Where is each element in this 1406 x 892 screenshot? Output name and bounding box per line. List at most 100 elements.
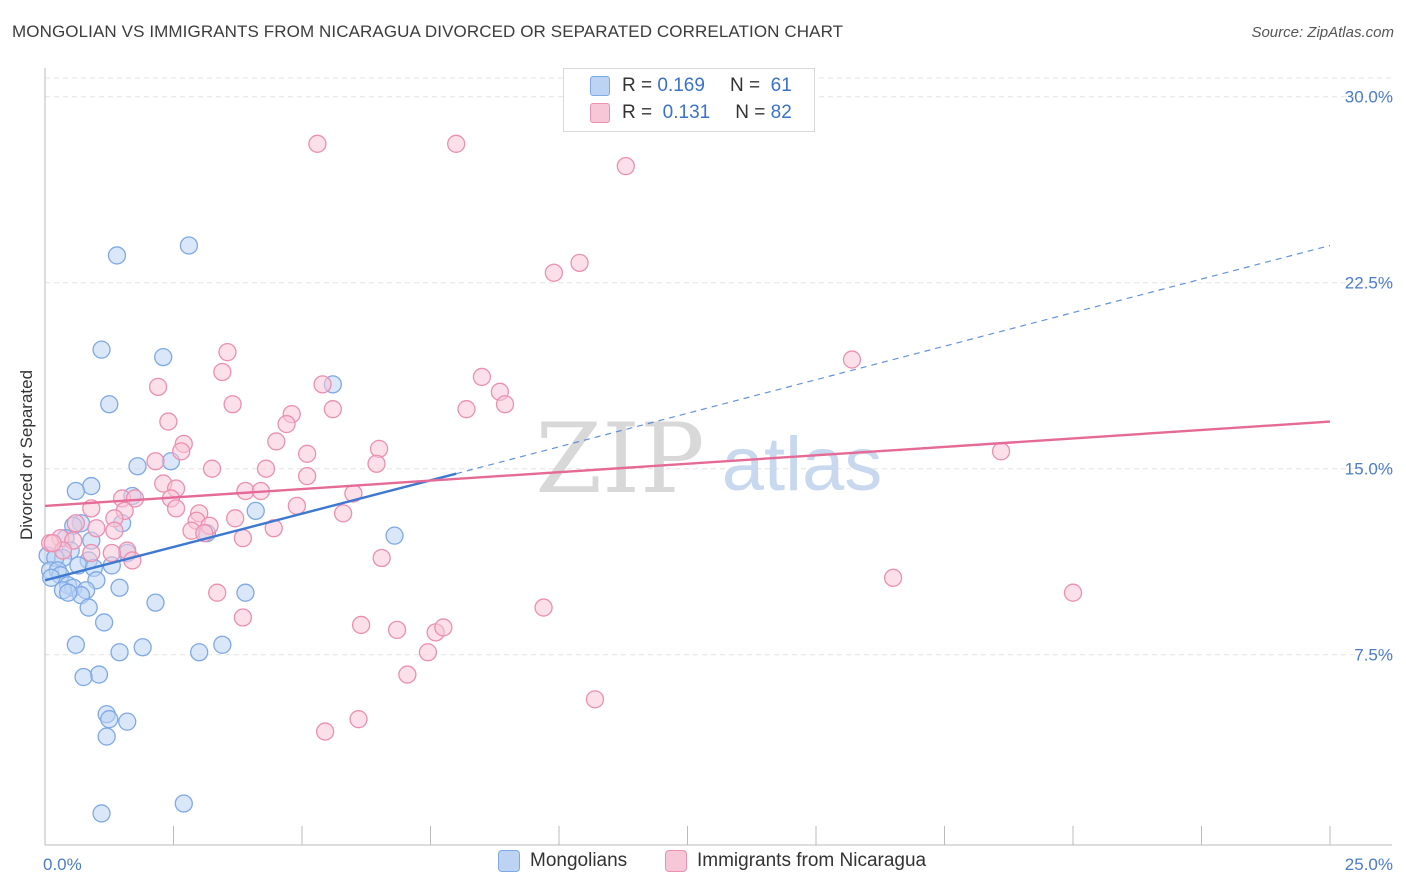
data-point — [616, 156, 635, 176]
legend-r-value: 0.131 — [662, 102, 711, 123]
chart-title: MONGOLIAN VS IMMIGRANTS FROM NICARAGUA D… — [12, 22, 844, 41]
watermark-zip: ZIP — [535, 403, 704, 515]
data-point — [92, 340, 111, 359]
legend-n-value: 82 — [770, 102, 792, 123]
data-point — [385, 526, 404, 545]
data-point — [146, 593, 165, 612]
trendline-dashed — [456, 244, 1331, 475]
data-point — [208, 583, 227, 602]
data-point — [172, 442, 191, 461]
data-point — [107, 246, 127, 265]
data-point — [82, 543, 101, 563]
bottom-legend-nicaragua: Immigrants from Nicaragua — [665, 850, 926, 872]
data-point — [190, 643, 209, 662]
bottom-legend: Mongolians Immigrants from Nicaragua — [0, 850, 1406, 878]
data-point — [226, 509, 245, 528]
data-point — [308, 134, 327, 153]
watermark: ZIP atlas — [535, 403, 882, 515]
legend-n-label: N = — [729, 75, 761, 96]
y-tick-label: 7.5% — [1354, 646, 1393, 665]
data-point — [1063, 583, 1083, 602]
data-point — [351, 615, 371, 635]
data-point — [100, 710, 119, 729]
data-point — [94, 613, 114, 632]
data-point — [154, 347, 173, 367]
data-point — [148, 377, 168, 397]
data-point — [315, 722, 335, 741]
data-point — [223, 395, 242, 414]
data-point — [544, 263, 564, 282]
bottom-legend-label: Mongolians — [530, 850, 628, 871]
legend-swatch-nicaragua — [590, 103, 610, 123]
trendline-solid — [44, 472, 457, 582]
data-point — [277, 414, 296, 434]
data-point — [213, 362, 232, 382]
data-point — [495, 395, 515, 414]
y-tick-label: 30.0% — [1345, 88, 1393, 107]
data-point — [202, 459, 222, 478]
data-point — [43, 533, 62, 553]
data-point — [313, 375, 332, 394]
watermark-atlas: atlas — [722, 422, 883, 507]
data-point — [218, 342, 237, 362]
data-point — [74, 667, 93, 687]
data-point — [434, 618, 453, 637]
data-point — [110, 578, 129, 597]
bottom-legend-swatch-mongolians — [498, 850, 520, 872]
chart-source: Source: ZipAtlas.com — [1251, 24, 1394, 41]
data-point — [118, 712, 137, 731]
data-point — [102, 543, 121, 563]
axes — [44, 68, 1392, 846]
data-point — [842, 350, 862, 369]
data-point — [233, 528, 253, 548]
data-point — [323, 400, 342, 419]
data-point — [110, 643, 129, 662]
data-point — [991, 442, 1011, 461]
data-point — [66, 635, 85, 654]
data-point — [883, 568, 903, 587]
data-point — [166, 499, 186, 518]
gridlines — [45, 77, 1392, 656]
data-point — [82, 476, 101, 496]
series-nicaragua — [40, 134, 1083, 741]
legend-swatch-mongolians — [590, 76, 610, 96]
data-point — [159, 412, 178, 431]
data-point — [128, 457, 147, 476]
trendlines — [44, 244, 1331, 582]
data-point — [457, 400, 476, 419]
y-axis-label: Divorced or Separated — [17, 370, 36, 540]
y-tick-label: 15.0% — [1345, 460, 1393, 479]
data-point — [236, 481, 255, 501]
data-point — [287, 496, 307, 516]
legend-r-label: R = — [622, 75, 653, 96]
data-point — [398, 665, 417, 684]
data-point — [372, 548, 391, 568]
data-point — [179, 236, 199, 255]
data-point — [333, 504, 353, 523]
data-point — [174, 794, 193, 813]
data-point — [369, 439, 389, 459]
data-point — [133, 638, 152, 657]
data-point — [100, 395, 119, 414]
legend-n-value: 61 — [770, 75, 792, 96]
legend-item-mongolians: R = 0.169 N = 61 — [590, 74, 792, 98]
data-point — [264, 519, 283, 538]
data-point — [418, 643, 438, 662]
data-point — [146, 452, 165, 471]
data-point — [267, 432, 286, 451]
data-point — [89, 665, 109, 684]
data-point — [66, 514, 85, 533]
x-tick-label: 25.0% — [1345, 855, 1393, 874]
bottom-legend-swatch-nicaragua — [665, 850, 687, 872]
data-point — [105, 521, 124, 540]
data-point — [92, 804, 111, 823]
legend-r-value: 0.169 — [657, 75, 705, 96]
data-point — [123, 551, 142, 570]
tick-labels: 7.5% 15.0% 22.5% 30.0% 0.0% 25.0% — [43, 88, 1393, 874]
data-point — [246, 501, 265, 521]
data-point — [534, 598, 553, 617]
legend: R = 0.169 N = 61 R = 0.131 N = 82 — [563, 68, 815, 132]
legend-r-label: R = — [622, 102, 653, 123]
data-point — [97, 727, 116, 746]
